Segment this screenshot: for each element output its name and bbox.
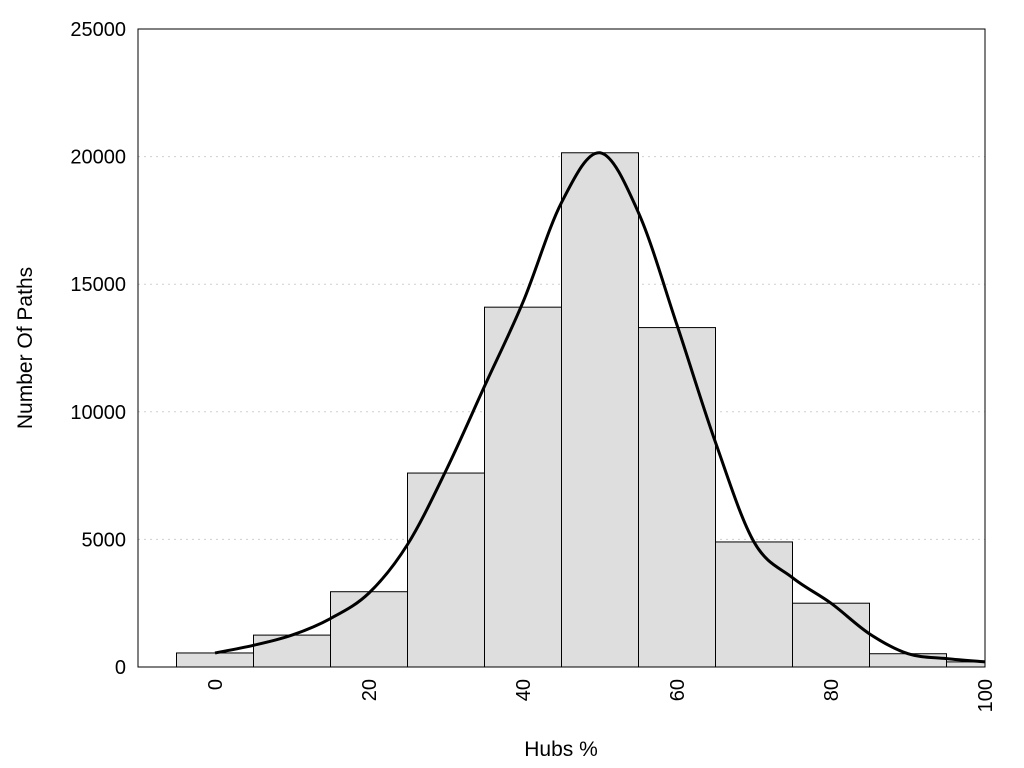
histogram-bar-4 bbox=[484, 306, 562, 668]
y-tick-label-4: 20000 bbox=[70, 147, 126, 169]
histogram-bars bbox=[176, 152, 986, 668]
x-axis-ticks: 0 20 40 60 80 100 bbox=[205, 679, 997, 712]
x-tick-label-0: 0 bbox=[205, 679, 227, 690]
y-tick-label-5: 25000 bbox=[70, 19, 126, 41]
y-tick-label-3: 15000 bbox=[70, 274, 126, 296]
plot-frame bbox=[137, 28, 986, 668]
x-tick-label-2: 40 bbox=[513, 679, 535, 701]
y-tick-label-1: 5000 bbox=[82, 529, 127, 551]
x-tick-label-5: 100 bbox=[975, 679, 997, 712]
x-axis-title: Hubs % bbox=[524, 738, 598, 761]
density-curve bbox=[214, 151, 986, 664]
histogram-bar-5 bbox=[561, 152, 639, 668]
x-tick-label-4: 80 bbox=[821, 679, 843, 701]
x-tick-label-3: 60 bbox=[667, 679, 689, 701]
histogram-bar-7 bbox=[715, 541, 793, 668]
x-tick-label-1: 20 bbox=[359, 679, 381, 701]
density-curve-layer bbox=[214, 151, 986, 664]
histogram-bar-8 bbox=[792, 602, 870, 668]
histogram-bar-9 bbox=[869, 653, 947, 668]
y-tick-label-0: 0 bbox=[115, 657, 126, 679]
y-axis-title: Number Of Paths bbox=[14, 267, 37, 429]
histogram-bar-1 bbox=[253, 634, 331, 668]
y-axis-ticks: 0 5000 10000 15000 20000 25000 bbox=[70, 19, 126, 679]
y-tick-label-2: 10000 bbox=[70, 402, 126, 424]
histogram-bar-6 bbox=[638, 327, 716, 668]
histogram-bar-2 bbox=[330, 591, 408, 668]
histogram-bar-0 bbox=[176, 652, 254, 668]
histogram-bar-3 bbox=[407, 472, 485, 668]
